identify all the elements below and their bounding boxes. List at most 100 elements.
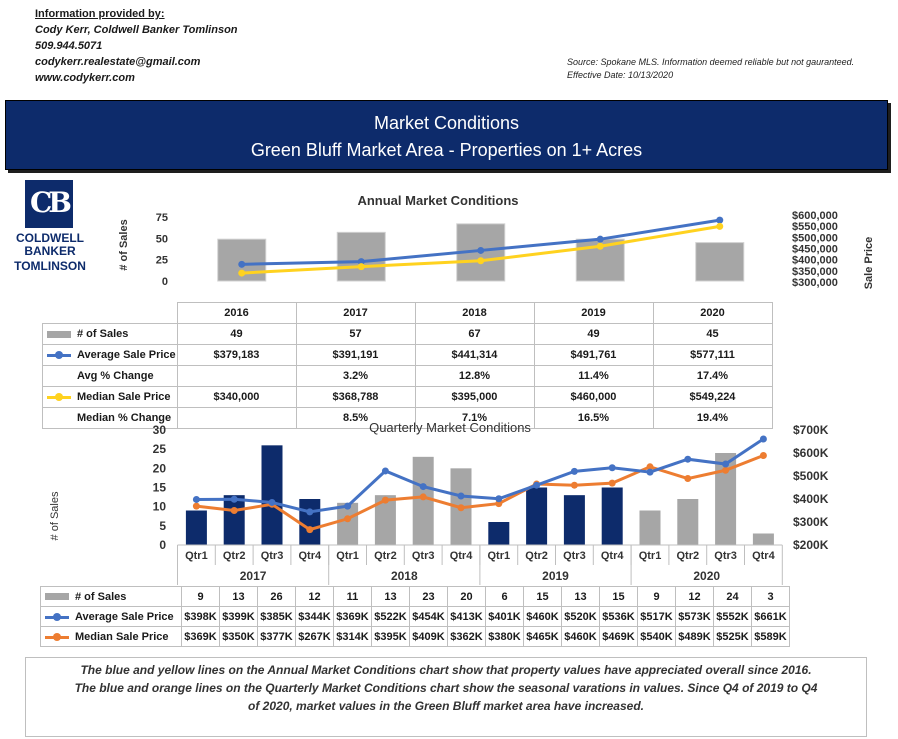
quarterly-median-row: Median Sale Price $369K $350K $377K $267… bbox=[40, 626, 790, 647]
sales-bar bbox=[526, 487, 548, 545]
price-point bbox=[716, 222, 724, 230]
table-cell: $577,111 bbox=[652, 344, 773, 366]
annual-data-table: 2016 2017 2018 2019 2020 # of Sales 49 5… bbox=[42, 302, 773, 429]
table-cell bbox=[176, 365, 297, 387]
y-tick-label: 25 bbox=[153, 442, 167, 456]
x-tick-label: Qtr4 bbox=[298, 550, 322, 562]
summary-note: The blue and yellow lines on the Annual … bbox=[25, 657, 867, 737]
contact-name: Cody Kerr, Coldwell Banker Tomlinson bbox=[35, 24, 238, 36]
price-point bbox=[457, 492, 465, 500]
price-point bbox=[722, 460, 730, 468]
table-cell: 3.2% bbox=[295, 365, 416, 387]
table-cell: 9 bbox=[181, 586, 220, 607]
legend-q-avg-label: Average Sale Price bbox=[75, 610, 174, 623]
y-tick-label: 25 bbox=[156, 255, 168, 267]
legend-avg: Average Sale Price bbox=[42, 344, 178, 366]
price-line bbox=[196, 437, 765, 514]
table-cell: $413K bbox=[447, 606, 486, 627]
table-cell: 12 bbox=[675, 586, 714, 607]
table-cell: 15 bbox=[599, 586, 638, 607]
x-tick-label: Qtr3 bbox=[714, 550, 737, 562]
y-tick-label: 0 bbox=[159, 538, 166, 552]
table-cell: $369K bbox=[181, 626, 220, 647]
price-point bbox=[357, 263, 365, 271]
price-point bbox=[495, 500, 503, 508]
legend-avg-label: Average Sale Price bbox=[77, 349, 176, 361]
sales-bar bbox=[639, 510, 661, 545]
table-cell: $549,224 bbox=[652, 386, 773, 408]
price-point bbox=[238, 260, 246, 268]
y-tick-label: 10 bbox=[153, 500, 167, 514]
table-cell: $589K bbox=[751, 626, 790, 647]
price-point bbox=[192, 502, 200, 510]
table-cell: $489K bbox=[675, 626, 714, 647]
banner-subtitle: Green Bluff Market Area - Properties on … bbox=[250, 140, 643, 160]
quarterly-market-chart: Quarterly Market Conditions # of Sales 0… bbox=[49, 420, 829, 585]
y-tick-label: 30 bbox=[153, 423, 167, 437]
year-label: 2017 bbox=[240, 569, 267, 583]
table-cell: $391,191 bbox=[295, 344, 416, 366]
table-cell: 67 bbox=[414, 323, 535, 345]
y-tick-label: 15 bbox=[153, 481, 167, 495]
y2-tick-label: $500,000 bbox=[792, 232, 838, 244]
quarterly-chart-title: Quarterly Market Conditions bbox=[369, 420, 531, 435]
sales-bar bbox=[185, 510, 207, 545]
annual-year-cell: 2019 bbox=[533, 302, 654, 324]
table-cell: $350K bbox=[219, 626, 258, 647]
table-cell: $340,000 bbox=[176, 386, 297, 408]
price-point bbox=[596, 242, 604, 250]
annual-header-row: 2016 2017 2018 2019 2020 bbox=[42, 302, 773, 324]
table-cell: 13 bbox=[371, 586, 410, 607]
price-point bbox=[608, 479, 616, 487]
table-cell: $398K bbox=[181, 606, 220, 627]
price-point bbox=[596, 235, 604, 243]
annual-market-chart: Annual Market Conditions # of Sales Sale… bbox=[118, 193, 875, 289]
table-cell: $460K bbox=[523, 606, 562, 627]
table-cell: $380K bbox=[485, 626, 524, 647]
table-cell: 11.4% bbox=[533, 365, 654, 387]
price-line bbox=[196, 454, 764, 532]
table-cell: $267K bbox=[295, 626, 334, 647]
logo-line-2: BANKER bbox=[24, 244, 76, 258]
y-tick-label: 20 bbox=[153, 461, 167, 475]
table-cell: 3 bbox=[751, 586, 790, 607]
table-cell: 11 bbox=[333, 586, 372, 607]
table-cell: 26 bbox=[257, 586, 296, 607]
annual-sales-row: # of Sales 49 57 67 49 45 bbox=[42, 323, 773, 345]
median-change-label: Median % Change bbox=[42, 407, 178, 429]
quarterly-y-axis-label: # of Sales bbox=[49, 491, 61, 540]
x-tick-label: Qtr3 bbox=[261, 550, 284, 562]
annual-y-axis-label: # of Sales bbox=[118, 219, 130, 270]
sales-bar bbox=[677, 499, 699, 545]
sales-bar bbox=[299, 499, 321, 545]
legend-median-label: Median Sale Price bbox=[77, 391, 171, 403]
annual-year-cell: 2017 bbox=[295, 302, 416, 324]
source-note: Source: Spokane MLS. Information deemed … bbox=[567, 56, 854, 82]
price-point bbox=[716, 216, 724, 224]
sales-bar bbox=[752, 533, 774, 545]
x-tick-label: Qtr4 bbox=[752, 550, 776, 562]
legend-sales: # of Sales bbox=[42, 323, 178, 345]
brand-logo: CB COLDWELL BANKER TOMLINSON bbox=[5, 180, 95, 276]
legend-q-sales: # of Sales bbox=[40, 586, 182, 607]
table-cell: $368,788 bbox=[295, 386, 416, 408]
sales-bar bbox=[412, 456, 434, 545]
price-point bbox=[646, 463, 654, 471]
table-cell: $525K bbox=[713, 626, 752, 647]
note-line: The blue and orange lines on the Quarter… bbox=[74, 681, 818, 695]
y2-tick-label: $200K bbox=[793, 538, 829, 552]
annual-avg-change-row: Avg % Change 3.2% 12.8% 11.4% 17.4% bbox=[42, 365, 773, 387]
note-line: of 2020, market values in the Green Bluf… bbox=[248, 699, 644, 713]
legend-q-sales-label: # of Sales bbox=[75, 590, 127, 603]
legend-q-median-label: Median Sale Price bbox=[75, 630, 169, 643]
legend-line-swatch bbox=[45, 612, 69, 622]
table-cell: 7.1% bbox=[414, 407, 535, 429]
table-cell: $344K bbox=[295, 606, 334, 627]
y-tick-label: 5 bbox=[159, 519, 166, 533]
legend-line-swatch bbox=[47, 350, 71, 360]
price-point bbox=[759, 452, 767, 460]
price-point bbox=[495, 495, 503, 503]
x-tick-label: Qtr1 bbox=[336, 550, 359, 562]
annual-chart-title: Annual Market Conditions bbox=[357, 193, 518, 208]
price-point bbox=[419, 483, 427, 491]
